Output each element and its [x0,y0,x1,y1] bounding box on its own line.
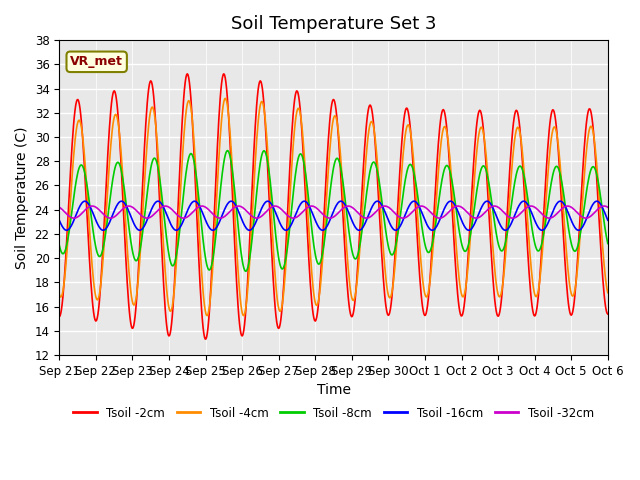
Tsoil -4cm [240,312,248,318]
Tsoil -16cm [422,220,430,226]
Tsoil -32cm [56,204,63,210]
Line: Tsoil -16cm: Tsoil -16cm [60,201,608,230]
Tsoil -8cm [422,246,430,252]
Tsoil -4cm [120,188,127,193]
Tsoil -4cm [422,294,430,300]
Tsoil -8cm [392,244,399,250]
Tsoil -8cm [120,181,127,187]
Tsoil -16cm [282,228,290,233]
Tsoil -2cm [184,71,191,77]
Tsoil -8cm [223,148,231,154]
Text: VR_met: VR_met [70,55,123,68]
Tsoil -2cm [222,80,230,85]
X-axis label: Time: Time [317,384,351,397]
Tsoil -8cm [249,227,257,232]
Tsoil -32cm [270,204,278,209]
Tsoil -16cm [269,203,276,208]
Tsoil -4cm [221,96,228,102]
Title: Soil Temperature Set 3: Soil Temperature Set 3 [231,15,436,33]
Tsoil -32cm [604,204,612,210]
Line: Tsoil -32cm: Tsoil -32cm [60,206,608,218]
Line: Tsoil -4cm: Tsoil -4cm [60,98,608,315]
Tsoil -2cm [56,314,63,320]
Tsoil -32cm [120,205,128,211]
Tsoil -4cm [604,290,612,296]
Tsoil -8cm [270,214,278,220]
Tsoil -32cm [222,213,230,218]
Tsoil -8cm [221,156,228,161]
Tsoil -2cm [270,286,278,292]
Legend: Tsoil -2cm, Tsoil -4cm, Tsoil -8cm, Tsoil -16cm, Tsoil -32cm: Tsoil -2cm, Tsoil -4cm, Tsoil -8cm, Tsoi… [68,402,599,424]
Tsoil -32cm [422,205,430,211]
Tsoil -16cm [56,217,63,223]
Tsoil -2cm [249,164,257,170]
Tsoil -4cm [392,258,399,264]
Tsoil -16cm [248,227,255,232]
Tsoil -32cm [88,203,96,209]
Tsoil -4cm [249,198,257,204]
Tsoil -32cm [216,215,224,221]
Tsoil -32cm [249,214,257,220]
Tsoil -16cm [221,207,228,213]
Tsoil -2cm [392,246,399,252]
Y-axis label: Soil Temperature (C): Soil Temperature (C) [15,126,29,269]
Tsoil -8cm [604,240,612,246]
Tsoil -2cm [604,311,612,317]
Tsoil -32cm [392,211,399,216]
Tsoil -8cm [56,242,63,248]
Tsoil -2cm [120,212,127,218]
Tsoil -4cm [221,96,229,101]
Tsoil -4cm [270,253,278,259]
Tsoil -2cm [202,336,210,342]
Tsoil -4cm [56,291,63,297]
Tsoil -8cm [242,268,250,274]
Line: Tsoil -2cm: Tsoil -2cm [60,74,608,339]
Tsoil -16cm [120,199,127,205]
Tsoil -2cm [422,311,430,316]
Tsoil -16cm [391,227,399,233]
Tsoil -16cm [410,198,418,204]
Line: Tsoil -8cm: Tsoil -8cm [60,151,608,271]
Tsoil -16cm [604,217,612,223]
